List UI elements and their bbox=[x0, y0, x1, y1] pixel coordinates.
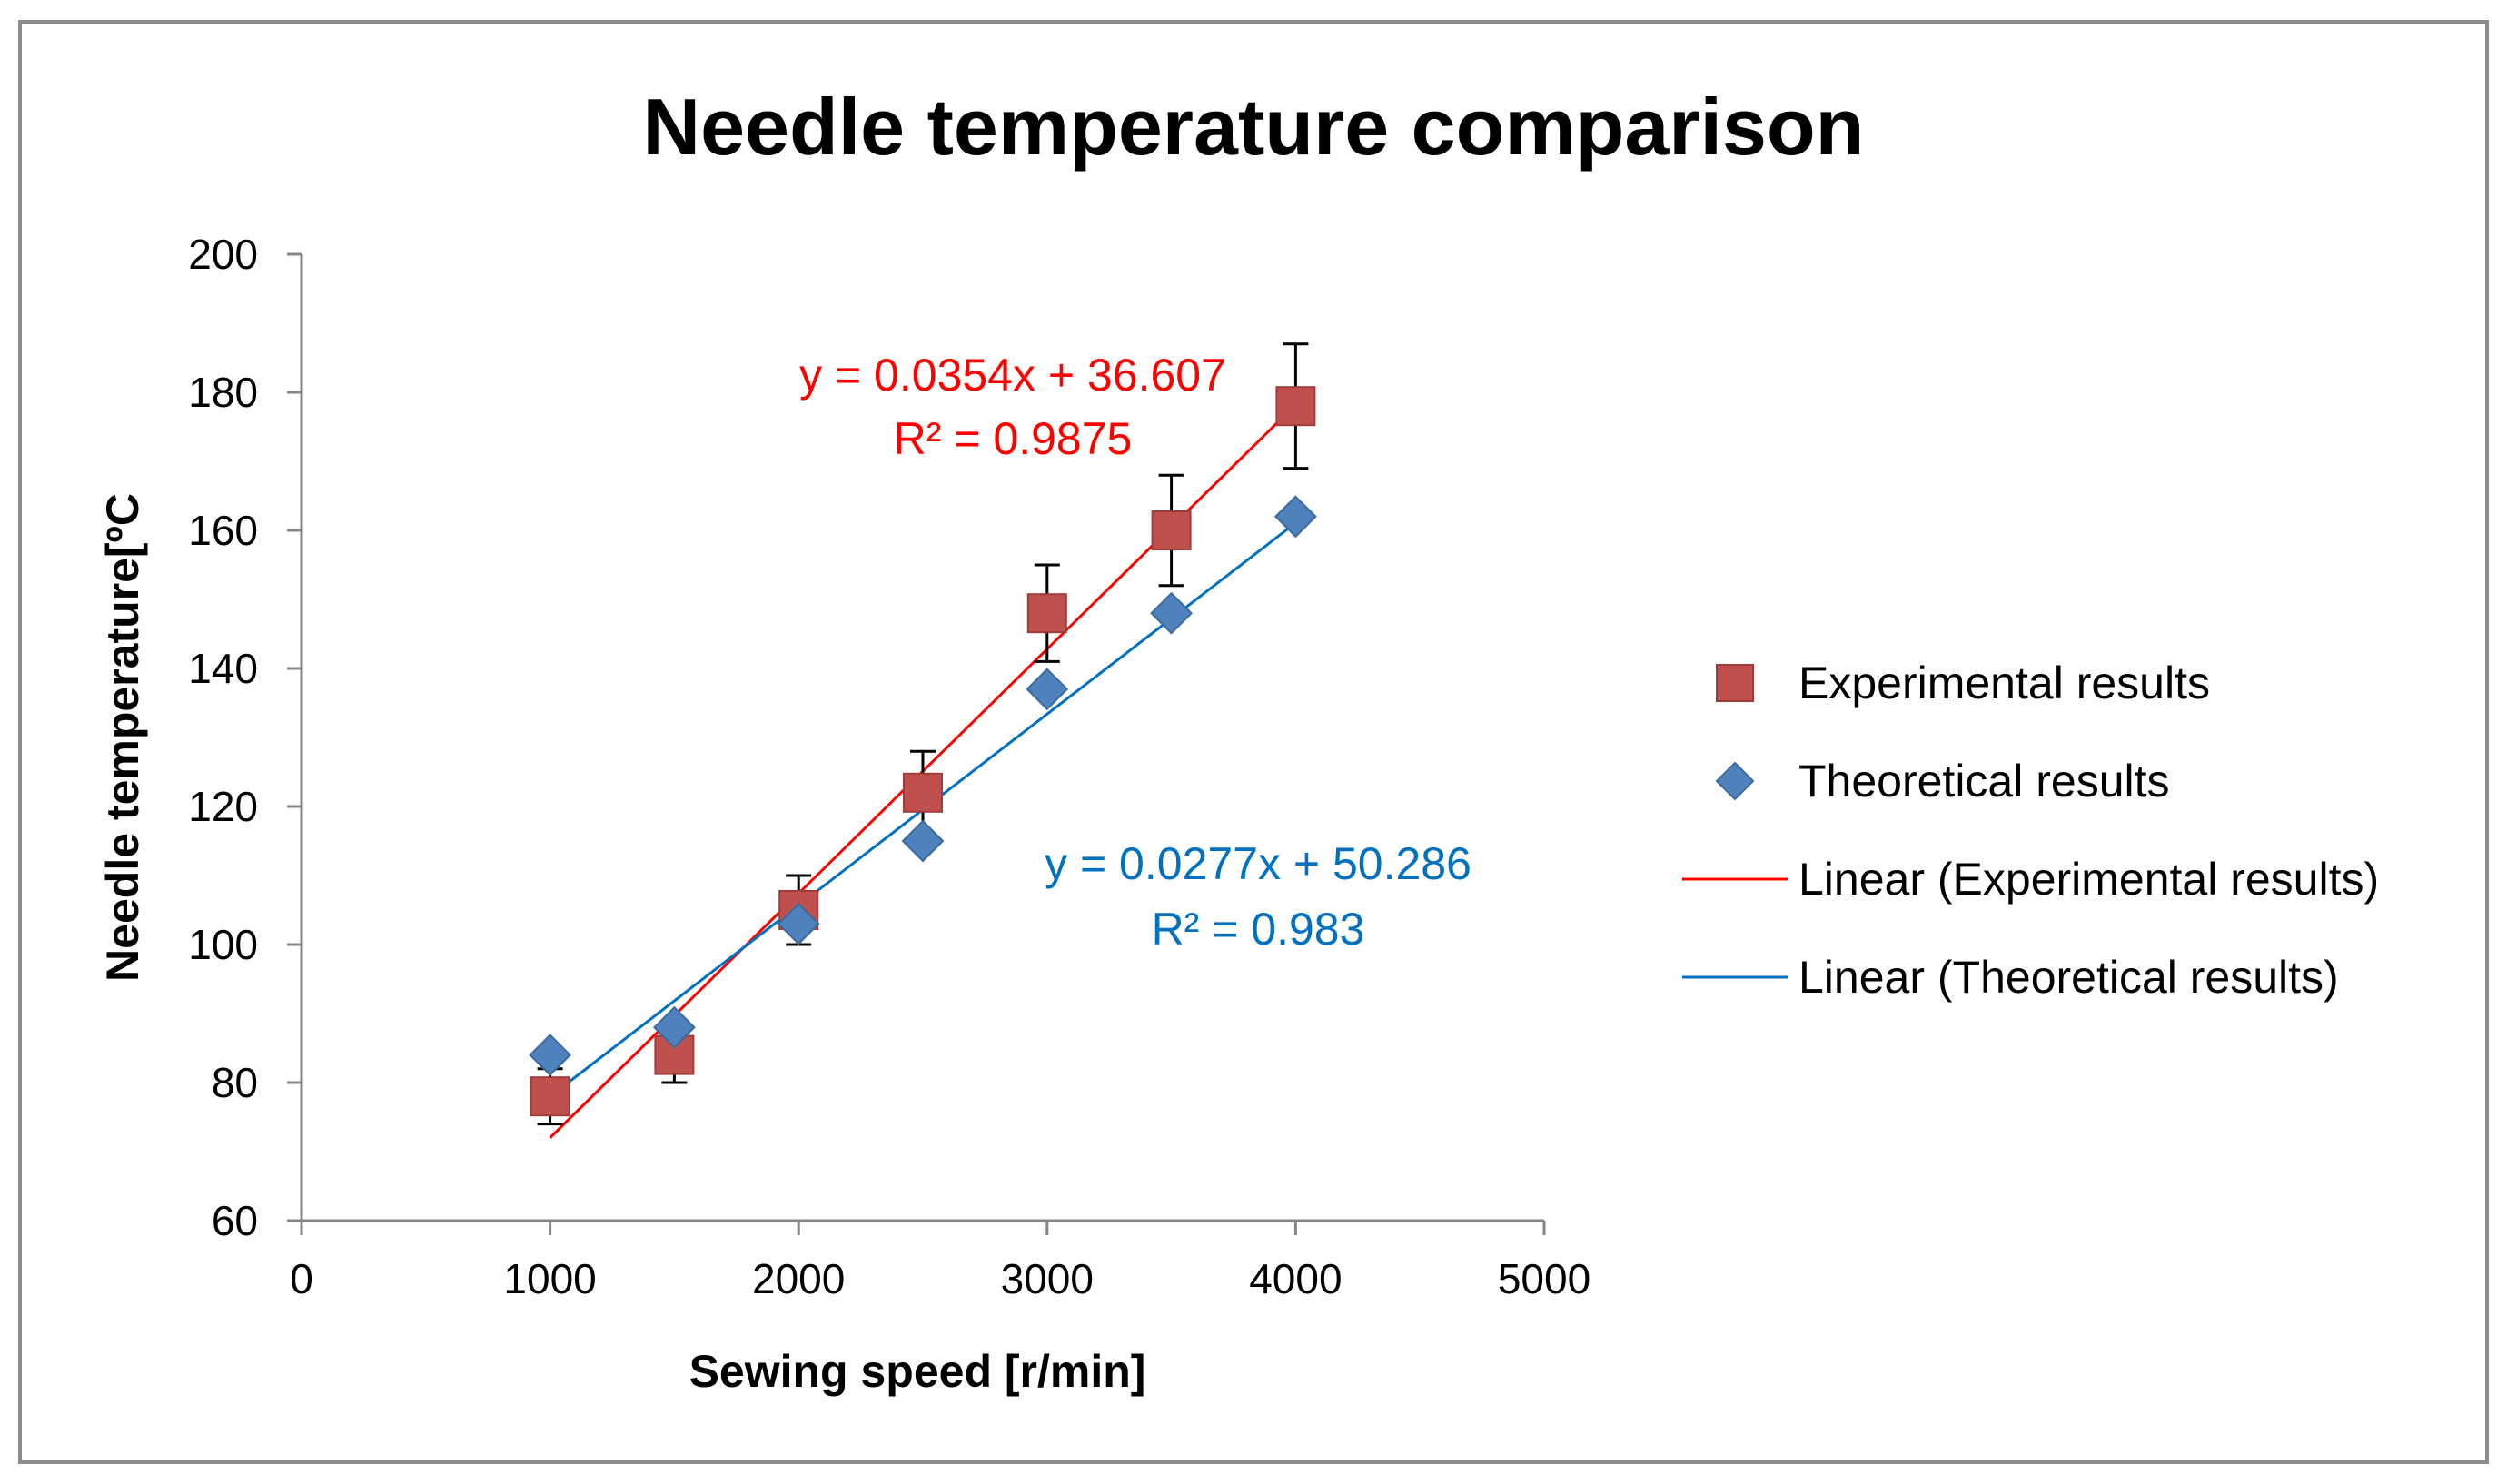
experimental-point bbox=[903, 772, 943, 813]
y-tick-label: 80 bbox=[212, 1059, 258, 1106]
experimental-point bbox=[1275, 386, 1316, 427]
theoretical-point bbox=[529, 1034, 572, 1077]
x-tick-label: 2000 bbox=[752, 1255, 845, 1302]
experimental-point bbox=[1026, 593, 1067, 634]
theoretical-point bbox=[901, 819, 945, 863]
y-tick-label: 140 bbox=[188, 645, 258, 692]
trendline-r2-theoretical: R² = 0.983 bbox=[1152, 904, 1365, 955]
x-tick-label: 5000 bbox=[1498, 1255, 1590, 1302]
legend: Experimental results Theoretical results L… bbox=[1682, 658, 2379, 1003]
trendline-equation-experimental: y = 0.0354x + 36.607 bbox=[799, 350, 1226, 401]
chart-frame bbox=[18, 20, 2489, 1464]
trendline-labels: y = 0.0354x + 36.607 R² = 0.9875 y = 0.027… bbox=[799, 350, 1472, 955]
y-tick-label: 180 bbox=[188, 369, 258, 416]
legend-swatch-experimental bbox=[1716, 664, 1754, 702]
x-tick-label: 1000 bbox=[503, 1255, 596, 1302]
theoretical-point bbox=[1273, 495, 1317, 539]
theoretical-point bbox=[777, 902, 820, 945]
legend-label-theoretical: Theoretical results bbox=[1798, 756, 2170, 806]
x-tick-label: 3000 bbox=[1001, 1255, 1094, 1302]
markers bbox=[529, 386, 1317, 1117]
y-tick-label: 120 bbox=[188, 783, 258, 830]
legend-label-experimental: Experimental results bbox=[1798, 658, 2210, 708]
x-axis-title: Sewing speed [r/min] bbox=[689, 1346, 1146, 1397]
trendline-r2-experimental: R² = 0.9875 bbox=[894, 413, 1133, 464]
theoretical-point bbox=[652, 1005, 696, 1049]
experimental-point bbox=[530, 1076, 570, 1117]
trendline-equation-theoretical: y = 0.0277x + 50.286 bbox=[1045, 838, 1472, 889]
x-tick-label: 0 bbox=[290, 1255, 313, 1302]
legend-swatch-theoretical bbox=[1715, 761, 1755, 801]
y-tick-label: 160 bbox=[188, 507, 258, 554]
y-axis-title: Needle temperature[ºC bbox=[97, 493, 148, 982]
legend-label-trendline-experimental: Linear (Experimental results) bbox=[1798, 854, 2379, 905]
legend-label-trendline-theoretical: Linear (Theoretical results) bbox=[1798, 952, 2339, 1003]
chart-title: Needle temperature comparison bbox=[643, 82, 1865, 172]
theoretical-point bbox=[1150, 591, 1194, 635]
y-tick-label: 200 bbox=[188, 231, 258, 278]
theoretical-point bbox=[1026, 668, 1069, 711]
y-tick-label: 100 bbox=[188, 921, 258, 968]
experimental-point bbox=[1151, 510, 1192, 550]
x-tick-label: 4000 bbox=[1249, 1255, 1342, 1302]
y-tick-label: 60 bbox=[212, 1197, 258, 1244]
